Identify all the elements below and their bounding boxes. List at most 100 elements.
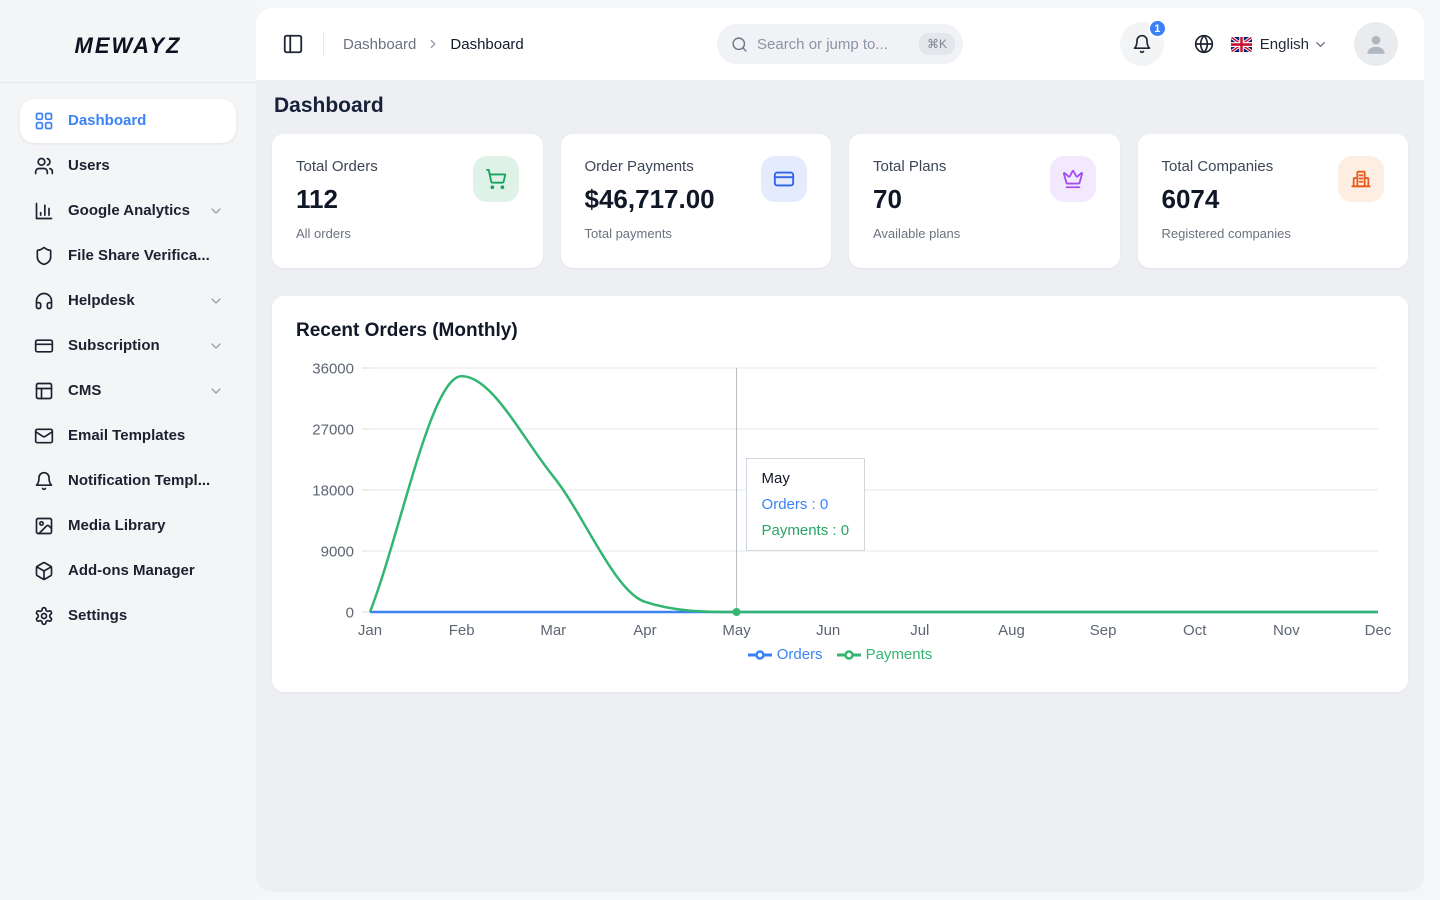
stat-card-order-payments: Order Payments $46,717.00 Total payments bbox=[560, 134, 831, 268]
stat-label: Total Plans bbox=[873, 158, 947, 175]
svg-text:Aug: Aug bbox=[998, 622, 1025, 639]
search-input[interactable] bbox=[757, 35, 910, 53]
notification-count-badge: 1 bbox=[1147, 19, 1167, 38]
chevron-down-icon bbox=[1313, 37, 1328, 52]
stat-subtext: Registered companies bbox=[1161, 226, 1291, 241]
svg-text:0: 0 bbox=[346, 605, 354, 622]
svg-text:18000: 18000 bbox=[312, 483, 354, 500]
legend-label: Payments bbox=[865, 646, 933, 663]
globe-button[interactable] bbox=[1194, 34, 1214, 54]
language-selector[interactable]: English bbox=[1259, 35, 1309, 53]
sidebar-item-file-share-verification[interactable]: File Share Verifica... bbox=[20, 234, 236, 278]
headphones-icon bbox=[34, 291, 54, 311]
sidebar-toggle-button[interactable] bbox=[282, 33, 304, 55]
sidebar-item-google-analytics[interactable]: Google Analytics bbox=[20, 189, 236, 233]
users-icon bbox=[34, 156, 54, 176]
credit-card-icon bbox=[34, 336, 54, 356]
svg-text:Nov: Nov bbox=[1273, 622, 1300, 639]
bar-chart-icon bbox=[34, 201, 54, 221]
stat-value: $46,717.00 bbox=[584, 184, 715, 214]
stat-label: Total Companies bbox=[1161, 158, 1274, 175]
sidebar-item-label: Notification Templ... bbox=[68, 472, 211, 489]
svg-text:9000: 9000 bbox=[321, 544, 354, 561]
sidebar-item-subscription[interactable]: Subscription bbox=[20, 324, 236, 368]
svg-text:Sep: Sep bbox=[1090, 622, 1117, 639]
uk-flag-icon bbox=[1230, 36, 1252, 52]
chevron-down-icon bbox=[208, 338, 224, 354]
svg-text:Mar: Mar bbox=[540, 622, 566, 639]
sidebar-item-cms[interactable]: CMS bbox=[20, 369, 236, 413]
globe-icon bbox=[1194, 34, 1214, 54]
stat-cards-row: Total Orders 112 All orders Order Paymen… bbox=[272, 134, 1408, 268]
sidebar-item-media-library[interactable]: Media Library bbox=[20, 504, 236, 548]
sidebar-item-notification-templates[interactable]: Notification Templ... bbox=[20, 459, 236, 503]
stat-card-total-plans: Total Plans 70 Available plans bbox=[849, 134, 1120, 268]
svg-text:Jan: Jan bbox=[358, 622, 382, 639]
sidebar-item-helpdesk[interactable]: Helpdesk bbox=[20, 279, 236, 323]
stat-card-total-orders: Total Orders 112 All orders bbox=[272, 134, 543, 268]
sidebar-item-label: Subscription bbox=[68, 337, 160, 354]
package-icon bbox=[34, 561, 54, 581]
stat-card-total-companies: Total Companies 6074 Registered companie… bbox=[1137, 134, 1408, 268]
svg-text:Oct: Oct bbox=[1183, 622, 1207, 639]
sidebar-item-email-templates[interactable]: Email Templates bbox=[20, 414, 236, 458]
page-title: Dashboard bbox=[274, 94, 384, 117]
svg-text:May: May bbox=[722, 622, 751, 639]
sidebar-item-label: Add-ons Manager bbox=[68, 562, 195, 579]
breadcrumb-root[interactable]: Dashboard bbox=[343, 35, 417, 53]
sidebar-item-settings[interactable]: Settings bbox=[20, 594, 236, 638]
header-divider bbox=[323, 32, 324, 56]
sidebar-nav: Dashboard Users Google Analytics File Sh… bbox=[0, 83, 256, 638]
search-icon bbox=[731, 36, 748, 53]
sidebar-item-label: Email Templates bbox=[68, 427, 186, 444]
panel-left-icon bbox=[282, 33, 304, 55]
page-content: Dashboard Total Orders 112 All orders Or… bbox=[256, 94, 1424, 692]
chevron-down-icon bbox=[208, 293, 224, 309]
sidebar-divider bbox=[0, 82, 256, 83]
grid-icon bbox=[34, 111, 54, 131]
building-icon bbox=[1338, 156, 1384, 202]
credit-card-icon bbox=[761, 156, 807, 202]
sidebar-item-label: Settings bbox=[68, 607, 128, 624]
sidebar-item-dashboard[interactable]: Dashboard bbox=[20, 99, 236, 143]
svg-text:Jul: Jul bbox=[910, 622, 929, 639]
sidebar-item-label: CMS bbox=[68, 382, 102, 399]
tooltip-payments-row: Payments : 0 bbox=[761, 522, 850, 539]
notifications-button[interactable]: 1 bbox=[1119, 19, 1167, 66]
bell-icon bbox=[1132, 34, 1152, 54]
svg-text:Jun: Jun bbox=[816, 622, 840, 639]
legend-item-payments[interactable]: Payments bbox=[836, 646, 933, 663]
chart-area: 0 9000 18000 27000 36000 Jan Feb Mar Apr May Jun Ju… bbox=[296, 352, 1391, 644]
chart-legend: Orders Payments bbox=[296, 646, 1384, 663]
chart-title: Recent Orders (Monthly) bbox=[296, 320, 518, 341]
stat-value: 6074 bbox=[1161, 184, 1220, 214]
sidebar-item-label: Google Analytics bbox=[68, 202, 190, 219]
stat-subtext: Available plans bbox=[873, 226, 961, 241]
sidebar: MEWAYZ Dashboard Users Google Analytics bbox=[0, 0, 256, 900]
topbar: Dashboard Dashboard ⌘K 1 bbox=[256, 8, 1424, 80]
sidebar-item-label: Media Library bbox=[68, 517, 166, 534]
search-box[interactable]: ⌘K bbox=[717, 24, 963, 64]
stat-label: Order Payments bbox=[584, 158, 694, 175]
tooltip-title: May bbox=[761, 470, 790, 487]
breadcrumb-current: Dashboard bbox=[450, 35, 524, 53]
brand-logo: MEWAYZ bbox=[74, 33, 182, 58]
bell-icon bbox=[34, 471, 54, 491]
image-icon bbox=[34, 516, 54, 536]
stat-value: 70 bbox=[873, 184, 902, 214]
chevron-right-icon bbox=[426, 37, 440, 51]
svg-text:Dec: Dec bbox=[1365, 622, 1391, 639]
user-avatar[interactable] bbox=[1354, 22, 1398, 66]
svg-text:36000: 36000 bbox=[312, 361, 354, 378]
legend-label: Orders bbox=[776, 646, 823, 663]
legend-marker-icon bbox=[836, 649, 861, 660]
cart-icon bbox=[472, 156, 519, 202]
search-shortcut-chip: ⌘K bbox=[918, 33, 955, 55]
sidebar-item-label: File Share Verifica... bbox=[68, 247, 210, 264]
gear-icon bbox=[34, 606, 54, 626]
breadcrumb: Dashboard Dashboard bbox=[343, 36, 524, 53]
sidebar-item-users[interactable]: Users bbox=[20, 144, 236, 188]
legend-item-orders[interactable]: Orders bbox=[747, 646, 823, 663]
tooltip-orders-row: Orders : 0 bbox=[761, 496, 829, 513]
sidebar-item-addons-manager[interactable]: Add-ons Manager bbox=[20, 549, 236, 593]
